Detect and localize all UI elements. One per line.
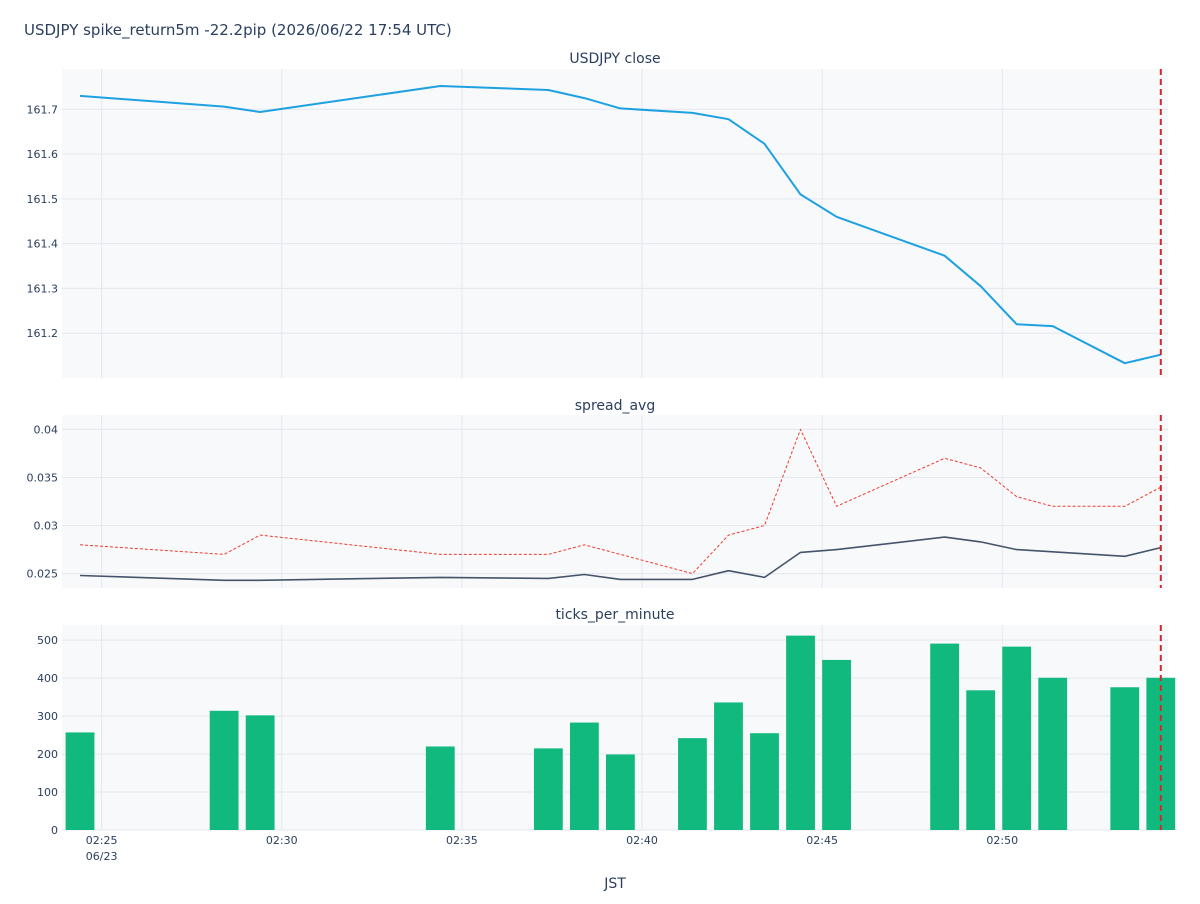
ticks-bar	[605, 754, 635, 830]
subplot-title: spread_avg	[575, 398, 655, 414]
plot-area	[62, 415, 1168, 588]
y-tick-label: 200	[37, 748, 58, 761]
y-tick-label: 161.6	[27, 148, 59, 161]
y-tick-label: 0.035	[27, 471, 59, 484]
x-tick-label: 02:35	[446, 834, 478, 847]
ticks-bar	[65, 732, 95, 830]
ticks-bar	[1038, 677, 1068, 830]
ticks-bar	[966, 690, 996, 830]
close-line	[79, 85, 1162, 365]
y-tick-label: 500	[37, 634, 58, 647]
subplot-0: 161.2 161.3 161.4 161.5 161.6 161.7 USDJPY clo…	[27, 51, 1168, 378]
ticks-bar	[569, 722, 599, 830]
ticks-bar	[750, 733, 779, 830]
spread_mean-line	[79, 536, 1161, 582]
y-tick-label: 0.04	[34, 423, 59, 436]
y-tick-label: 0	[51, 824, 58, 837]
subplots: 161.2 161.3 161.4 161.5 161.6 161.7 USDJPY clo…	[27, 51, 1176, 863]
x-tick-label: 02:30	[266, 834, 298, 847]
ticks-bar	[1110, 687, 1140, 830]
x-tick-label: 02:45	[806, 834, 838, 847]
subplot-title: ticks_per_minute	[555, 607, 674, 623]
y-tick-label: 161.5	[27, 193, 59, 206]
ticks-bar	[786, 635, 815, 830]
chart-title: USDJPY spike_return5m -22.2pip (2026/06/…	[24, 21, 452, 40]
y-tick-label: 100	[37, 786, 58, 799]
spread_max-line	[79, 428, 1162, 575]
y-tick-label: 161.4	[27, 238, 59, 251]
x-tick-label: 02:40	[626, 834, 658, 847]
y-tick-label: 161.2	[27, 327, 59, 340]
ticks-bar	[533, 748, 563, 830]
ticks-bar	[678, 738, 707, 830]
x-tick-label: 02:25	[86, 834, 118, 847]
ticks-bar	[1146, 677, 1176, 830]
ticks-bar	[822, 659, 851, 830]
subplot-2: 0 100 200 300 400 500 ticks_per_minute	[37, 607, 1176, 837]
y-tick-label: 0.025	[27, 568, 59, 581]
x-tick-sublabel: 06/23	[86, 850, 118, 863]
ticks-bar	[930, 643, 960, 830]
y-tick-label: 300	[37, 710, 58, 723]
subplot-title: USDJPY close	[569, 51, 660, 67]
ticks-bar	[209, 710, 239, 830]
subplot-1: 0.025 0.03 0.035 0.04 spread_avg	[27, 398, 1168, 588]
ticks-bar	[1002, 646, 1032, 830]
ticks-bar	[245, 715, 275, 830]
x-axis-label: JST	[603, 876, 626, 892]
y-tick-label: 161.3	[27, 282, 59, 295]
ticks-bar	[425, 746, 455, 830]
x-tick-label: 02:50	[986, 834, 1018, 847]
y-tick-label: 400	[37, 672, 58, 685]
ticks-bar	[714, 702, 743, 830]
y-tick-label: 0.03	[34, 520, 59, 533]
plot-area	[62, 69, 1168, 378]
y-tick-label: 161.7	[27, 103, 59, 116]
